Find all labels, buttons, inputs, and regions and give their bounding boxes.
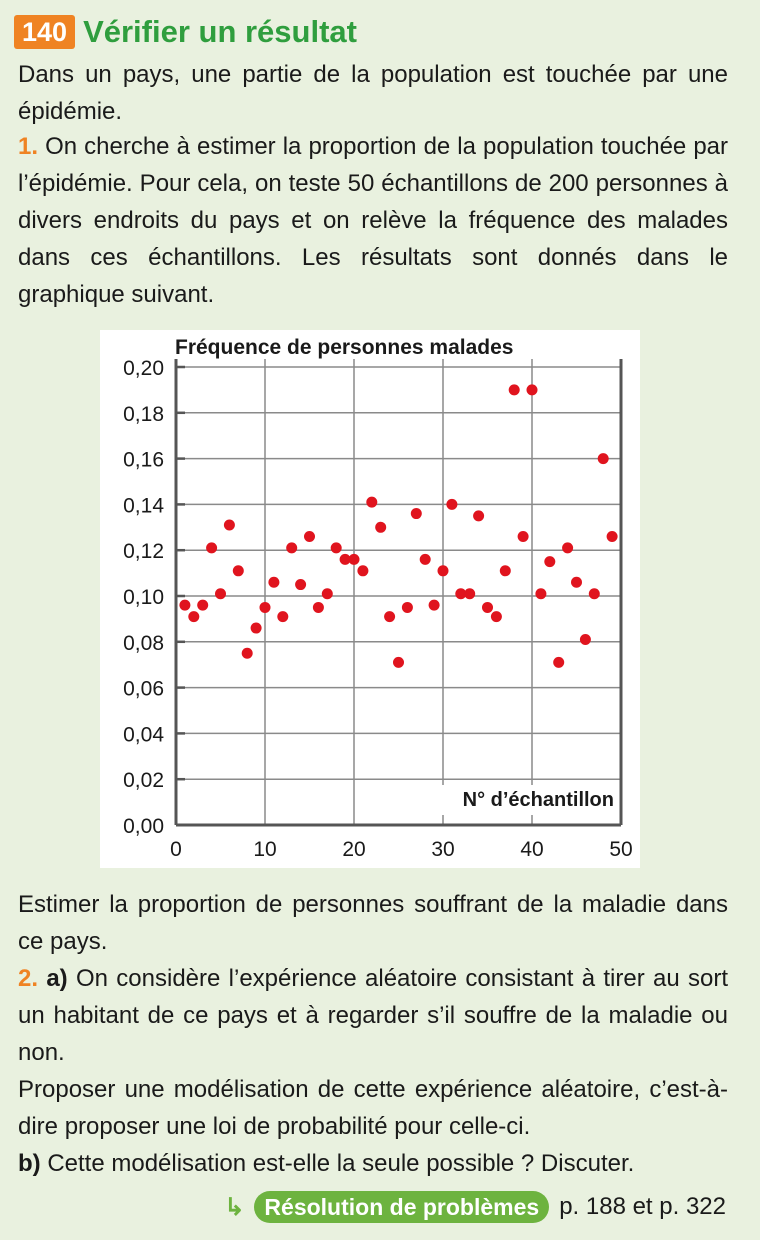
y-tick-label: 0,00 — [123, 815, 164, 838]
scatter-chart: 0,00 0,02 0,04 0,06 0,08 0,10 0,12 0,14 0,16 0,18… — [100, 330, 640, 868]
data-point — [597, 453, 609, 465]
arrow-right-icon: ↳ — [224, 1193, 245, 1221]
data-point — [517, 530, 529, 542]
data-point — [188, 611, 200, 623]
x-tick-label: 20 — [342, 838, 365, 861]
y-tick-label: 0,10 — [123, 586, 164, 609]
data-point — [490, 611, 502, 623]
data-point — [499, 565, 511, 577]
y-tick-label: 0,16 — [123, 449, 164, 472]
y-tick-label: 0,04 — [123, 723, 164, 746]
question-2: 2. a) On considère l’expérience aléatoir… — [18, 960, 728, 1182]
data-point — [464, 588, 476, 600]
data-point — [588, 588, 600, 600]
data-point — [357, 565, 369, 577]
data-point — [286, 542, 298, 554]
data-point — [544, 556, 556, 568]
data-point — [197, 599, 209, 611]
intro-text: Dans un pays, une partie de la populatio… — [18, 61, 728, 125]
question-1-text: On cherche à estimer la proportion de la… — [18, 133, 729, 308]
y-tick-label: 0,06 — [123, 678, 164, 701]
exercise-header: 140 Vérifier un résultat — [14, 14, 357, 50]
problem-solving-link[interactable]: Résolution de problèmes — [254, 1191, 550, 1223]
data-point — [401, 601, 413, 613]
question-2-number: 2. — [18, 965, 39, 992]
x-tick-label: 40 — [520, 838, 543, 861]
data-point — [304, 530, 315, 542]
y-tick-label: 0,08 — [123, 632, 164, 655]
y-tick-label: 0,02 — [123, 769, 164, 792]
data-point — [482, 601, 493, 613]
data-point — [366, 496, 378, 508]
data-point — [428, 599, 440, 611]
y-tick-label: 0,18 — [123, 403, 164, 426]
data-point — [446, 498, 458, 510]
x-tick-label: 0 — [170, 838, 182, 861]
y-tick-label: 0,14 — [123, 494, 164, 517]
data-point — [473, 510, 485, 522]
exercise-title: Vérifier un résultat — [83, 14, 357, 49]
data-point — [339, 553, 351, 565]
data-point — [241, 647, 253, 659]
chart-svg: 0,00 0,02 0,04 0,06 0,08 0,10 0,12 0,14 0,16 0,18… — [123, 336, 633, 861]
question-1-task: Estimer la proportion de personnes souff… — [18, 891, 728, 955]
data-point — [535, 588, 547, 600]
data-point — [215, 588, 226, 600]
data-point — [419, 553, 431, 565]
data-point — [295, 579, 307, 591]
data-point — [223, 519, 235, 531]
x-tick-label: 30 — [431, 838, 454, 861]
x-tick-label: 10 — [253, 838, 276, 861]
data-point — [393, 656, 404, 668]
data-point — [206, 542, 218, 554]
data-point — [268, 576, 280, 588]
data-point — [508, 384, 520, 396]
question-1: 1. On cherche à estimer la proportion de… — [18, 128, 728, 313]
data-point — [410, 508, 422, 520]
data-point — [277, 611, 289, 623]
y-tick-label: 0,12 — [123, 540, 164, 563]
data-point — [526, 384, 538, 396]
data-point — [562, 542, 574, 554]
question-1-number: 1. — [18, 133, 39, 160]
data-point — [553, 656, 565, 668]
y-tick-label: 0,20 — [123, 357, 164, 380]
data-point — [579, 634, 591, 646]
data-point — [232, 565, 244, 577]
data-point — [606, 530, 618, 542]
data-point — [455, 588, 467, 600]
data-point — [437, 565, 449, 577]
question-2a-text: On considère l’expérience aléatoire cons… — [18, 965, 729, 1066]
data-point — [330, 542, 342, 554]
data-point — [259, 601, 271, 613]
data-point — [348, 553, 360, 565]
exercise-number-badge: 140 — [14, 15, 76, 49]
data-point — [571, 576, 582, 588]
footer-reference: ↳ Résolution de problèmes p. 188 et p. 3… — [224, 1191, 726, 1223]
question-2b-text: Cette modélisation est-elle la seule pos… — [47, 1150, 635, 1177]
data-point — [179, 599, 191, 611]
xlabel-background — [430, 785, 616, 815]
data-point — [384, 611, 396, 623]
question-2a-label: a) — [46, 965, 68, 992]
data-point — [312, 601, 324, 613]
question-2b-label: b) — [18, 1150, 41, 1177]
chart-title: Fréquence de personnes malades — [175, 336, 513, 359]
question-2a-task: Proposer une modélisation de cette expér… — [18, 1076, 728, 1140]
data-point — [321, 588, 333, 600]
data-point — [375, 521, 387, 533]
data-point — [250, 622, 262, 634]
page-references: p. 188 et p. 322 — [559, 1193, 726, 1220]
x-tick-label: 50 — [609, 838, 632, 861]
x-axis-label: N° d’échantillon — [463, 789, 614, 811]
